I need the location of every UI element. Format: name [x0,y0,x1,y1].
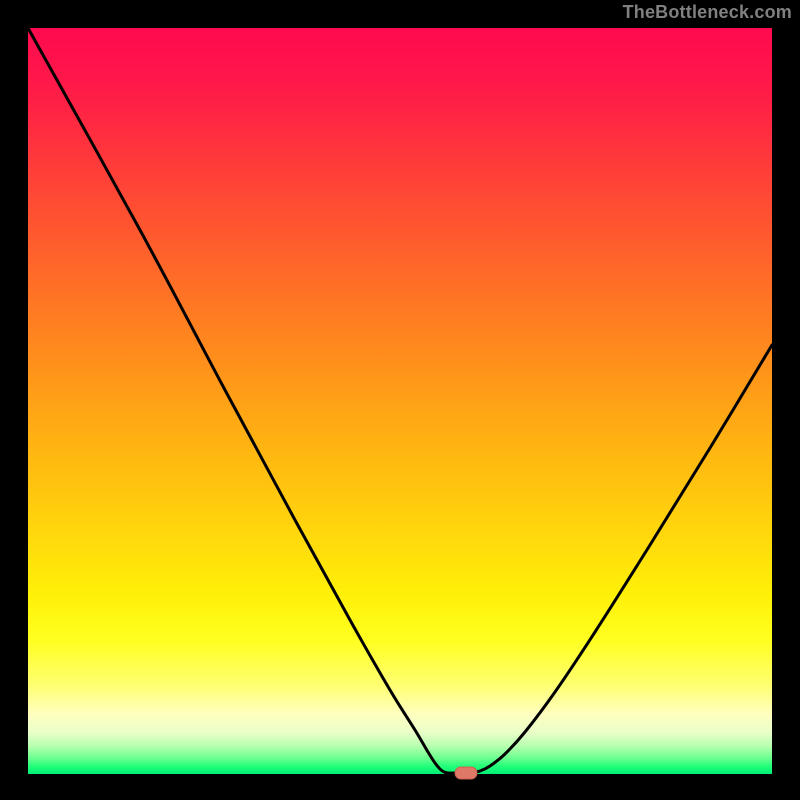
plot-background [28,28,772,774]
optimum-marker [455,767,477,779]
chart-svg [0,0,800,800]
watermark-text: TheBottleneck.com [623,2,792,23]
chart-frame: TheBottleneck.com [0,0,800,800]
